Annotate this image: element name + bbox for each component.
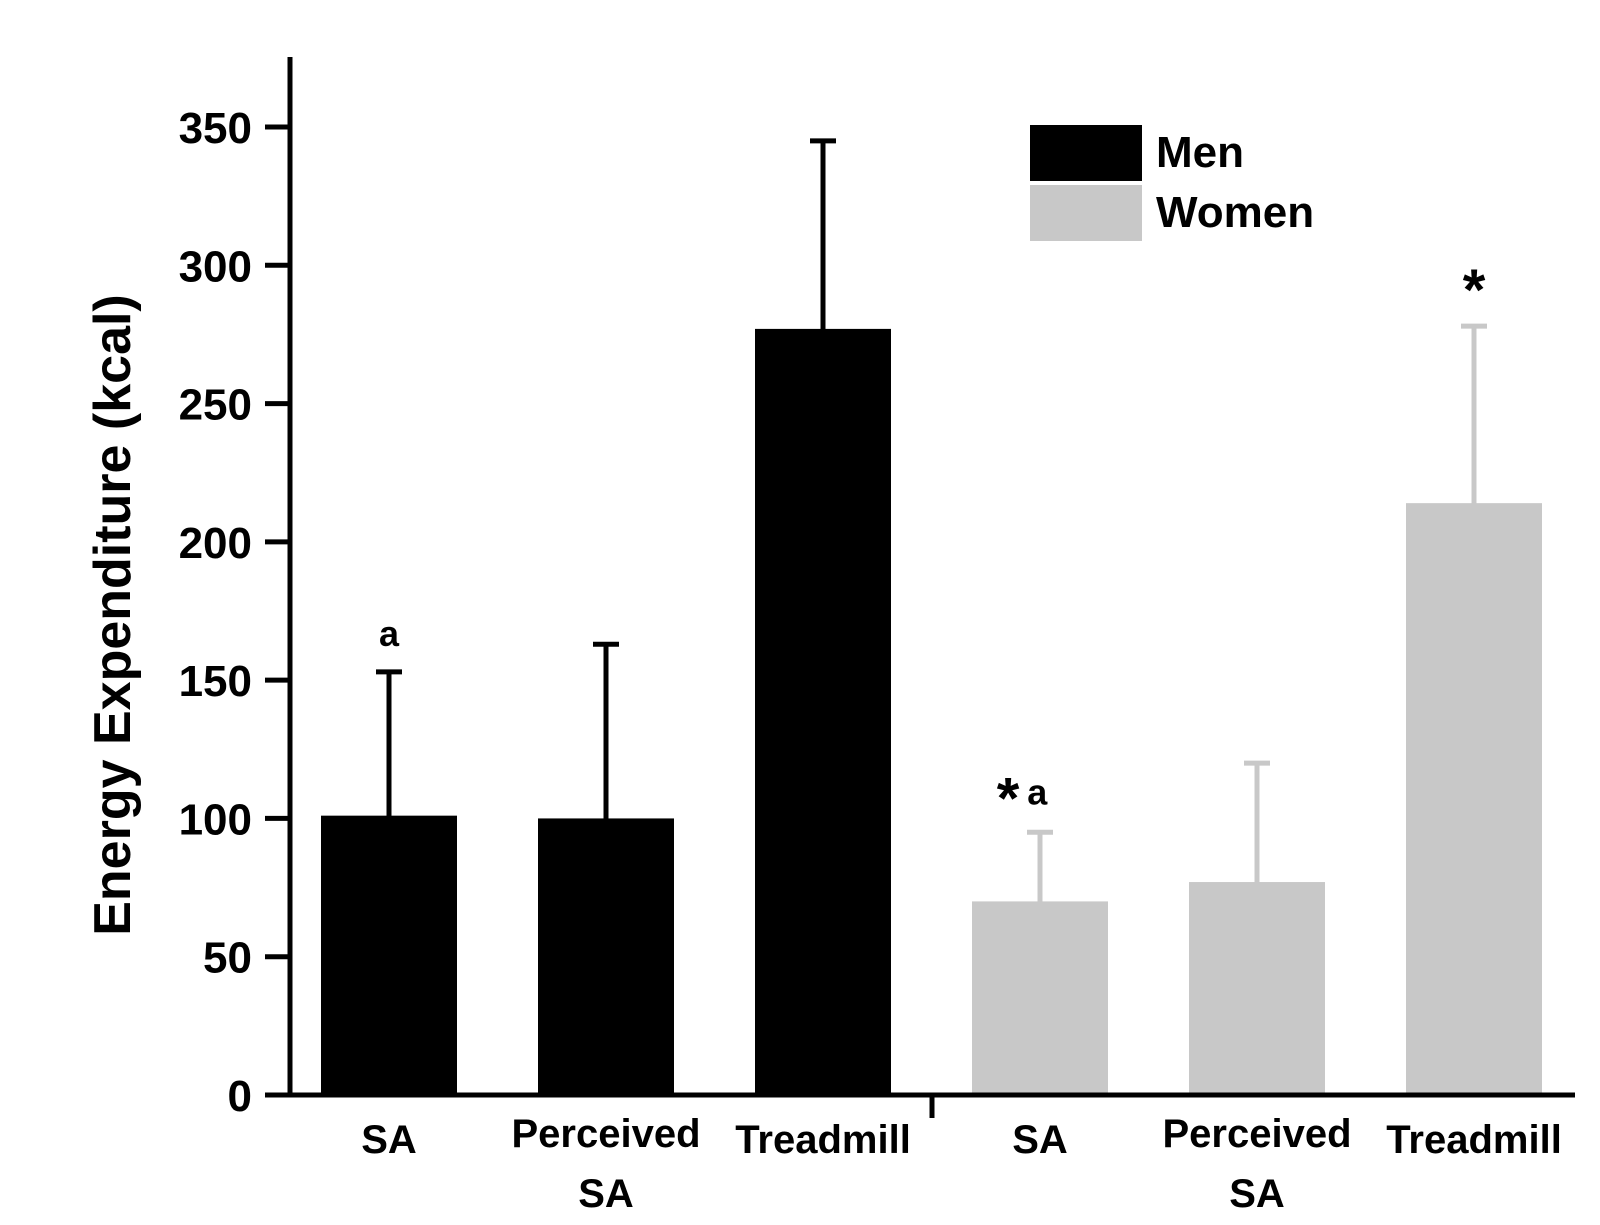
significance-annotation: * (1463, 258, 1486, 323)
x-tick-label: Perceived SA (511, 1112, 700, 1216)
significance-annotation: * a (997, 766, 1049, 831)
y-tick-label: 50 (203, 934, 252, 983)
bar-men (321, 815, 457, 1095)
x-tick-label: Treadmill (735, 1118, 911, 1162)
y-tick-label: 0 (228, 1072, 252, 1121)
ticks-layer: 0 50 100 150 200 250 300 350 (179, 104, 290, 1121)
bar-women (1189, 882, 1325, 1095)
bar-women (1406, 503, 1542, 1095)
legend-swatch-women (1030, 185, 1142, 241)
bars-layer: a * a * (321, 138, 1542, 1095)
bar-women (972, 901, 1108, 1095)
y-tick-label: 250 (179, 381, 252, 430)
y-tick-label: 350 (179, 104, 252, 153)
x-tick-label: Perceived SA (1162, 1112, 1351, 1216)
bar-men (538, 818, 674, 1095)
x-tick-label: Treadmill (1386, 1118, 1562, 1162)
y-tick-label: 100 (179, 795, 252, 844)
x-tick-label: SA (1012, 1118, 1068, 1162)
legend: Men Women (1030, 125, 1314, 241)
axes-layer (265, 57, 1575, 1118)
bar-men (755, 328, 891, 1095)
y-tick-label: 200 (179, 519, 252, 568)
x-labels-layer: SA Perceived SA Treadmill SA Perceived SA Tread… (361, 1112, 1562, 1216)
legend-label-women: Women (1156, 188, 1314, 237)
x-tick-label: SA (361, 1118, 417, 1162)
legend-swatch-men (1030, 125, 1142, 181)
significance-annotation: a (379, 613, 400, 654)
y-tick-label: 150 (179, 657, 252, 706)
y-tick-label: 300 (179, 242, 252, 291)
legend-label-men: Men (1156, 128, 1244, 177)
y-axis-label: Energy Expenditure (kcal) (84, 294, 142, 936)
